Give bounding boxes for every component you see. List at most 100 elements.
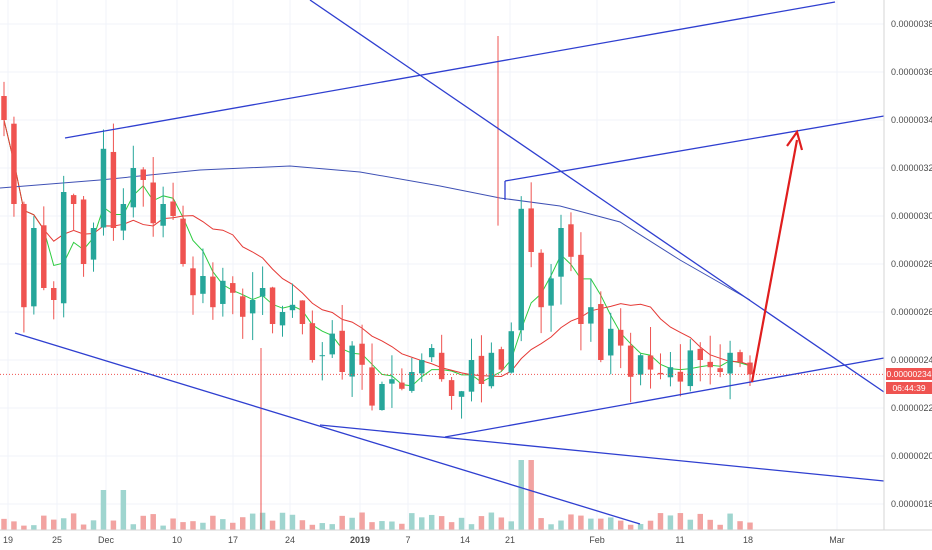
candle-body — [677, 371, 684, 382]
volume-bar — [588, 518, 594, 530]
candle-body — [279, 312, 286, 326]
candle-body — [170, 201, 176, 216]
candle-body — [518, 208, 524, 331]
volume-bar — [399, 523, 405, 530]
volume-bar — [359, 512, 365, 530]
volume-bar — [737, 521, 743, 530]
candle-body — [538, 252, 544, 308]
volume-bar — [697, 513, 704, 530]
volume-bar — [230, 522, 236, 530]
volume-bar — [249, 513, 256, 530]
trendline — [309, 0, 885, 393]
candle-body — [687, 350, 694, 387]
volume-bar — [637, 524, 644, 530]
candle-body — [269, 287, 276, 324]
volume-bar — [80, 524, 87, 530]
volume-bar — [488, 512, 495, 530]
volume-bar — [160, 525, 166, 530]
volume-bar — [369, 522, 375, 530]
volume-bar — [717, 524, 723, 530]
volume-bar — [478, 516, 485, 530]
volume-bar — [60, 518, 67, 530]
candle-body — [458, 391, 465, 397]
candle-body — [707, 361, 713, 368]
grid-lines — [0, 0, 884, 530]
candles — [1, 36, 753, 530]
ma-mid-line — [3, 119, 751, 377]
candle-body — [100, 148, 107, 228]
candle-body — [568, 224, 574, 257]
candle-body — [60, 192, 67, 304]
candle-body — [329, 333, 335, 355]
candle-body — [31, 228, 37, 307]
x-tick-label: 11 — [675, 535, 684, 545]
x-tick-label: Dec — [98, 535, 115, 545]
volume-bar — [100, 490, 107, 530]
volume-bar — [578, 515, 584, 530]
candle-body — [608, 328, 614, 356]
volume-bar — [31, 525, 37, 530]
volume-bar — [707, 519, 713, 530]
candle-body — [558, 228, 564, 277]
volume-bar — [617, 520, 624, 530]
candle-body — [548, 278, 554, 306]
volume-bar — [50, 519, 57, 530]
volume-bar — [747, 522, 753, 530]
volume-bar — [468, 524, 475, 530]
candle-body — [478, 355, 485, 384]
volume-bar — [498, 517, 505, 530]
volume-bar — [677, 513, 684, 530]
candle-body — [41, 225, 47, 288]
candle-body — [389, 379, 395, 384]
candle-body — [468, 360, 475, 392]
candle-body — [319, 355, 326, 357]
x-tick-label: 18 — [743, 535, 753, 545]
volume-bar — [259, 512, 266, 530]
candle-body — [11, 123, 17, 204]
candle-body — [627, 345, 634, 377]
candle-body — [508, 331, 515, 373]
volume-bar — [339, 515, 345, 530]
moving-averages — [0, 119, 751, 387]
volume-bar — [568, 514, 574, 530]
volume-bar — [299, 520, 306, 530]
candle-body — [657, 372, 664, 375]
volume-bar — [41, 515, 47, 530]
volume-bar — [389, 521, 395, 530]
volume-bar — [11, 521, 17, 530]
volume-bar — [210, 515, 216, 530]
volume-bar — [200, 522, 206, 530]
volume-bar — [220, 519, 226, 530]
candle-body — [409, 372, 415, 391]
candle-body — [220, 280, 226, 304]
volume-bar — [458, 517, 465, 530]
volume-bar — [448, 522, 455, 530]
x-tick-label: 2019 — [350, 535, 370, 545]
trendline — [14, 332, 641, 525]
x-tick-label: 25 — [52, 535, 62, 545]
volume-bar — [329, 524, 335, 530]
volume-bar — [508, 521, 515, 530]
trendline — [444, 357, 885, 438]
forecast-arrow-head — [786, 129, 804, 151]
candle-body — [369, 367, 375, 406]
candle-body — [617, 329, 624, 346]
volume-bar — [170, 518, 176, 530]
volume-bar — [667, 515, 674, 530]
trendline — [504, 115, 885, 182]
forecast-arrow — [750, 139, 799, 383]
volume-bar — [518, 460, 524, 530]
trendline — [64, 1, 836, 139]
candle-body — [697, 348, 704, 360]
candle-body — [647, 355, 654, 370]
volume-bar — [150, 514, 156, 530]
volume-bar — [130, 524, 137, 530]
volume-bar — [538, 518, 544, 530]
trendlines — [0, 0, 885, 525]
x-tick-label: 21 — [505, 535, 515, 545]
